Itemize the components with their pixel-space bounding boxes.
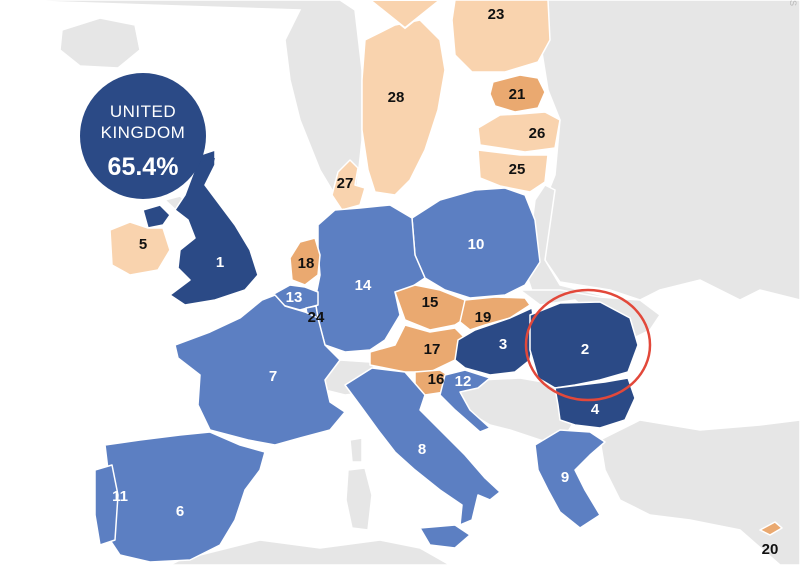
country-sweden[interactable] [361,19,446,196]
rank-label-romania: 2 [581,341,589,358]
country-portugal[interactable] [94,464,119,546]
country-sicily[interactable] [419,524,471,549]
rank-label-estonia: 21 [509,86,526,103]
country-hungary[interactable] [454,307,536,376]
rank-label-ireland: 5 [139,236,147,253]
rank-label-cyprus: 20 [762,541,779,558]
country-greece[interactable] [534,429,606,529]
rank-label-italy: 8 [418,441,426,458]
rank-label-germany: 14 [355,277,372,294]
country-uk[interactable] [169,149,259,306]
rank-label-belgium: 13 [286,289,303,306]
country-northern-ireland[interactable] [142,204,171,229]
rank-label-lithuania: 25 [509,161,526,178]
rank-label-czechia: 15 [422,294,439,311]
callout-title-line2: KINGDOM [101,123,186,142]
country-spain[interactable] [104,431,266,563]
rank-label-denmark: 27 [337,175,354,192]
rank-label-latvia: 26 [529,125,546,142]
land-iceland [59,17,141,69]
country-estonia[interactable] [489,74,546,113]
country-shapes [94,0,783,563]
rank-label-uk: 1 [216,254,224,271]
country-poland[interactable] [411,187,541,299]
rank-label-bulgaria: 4 [591,401,600,418]
country-latvia[interactable] [477,111,561,153]
country-cyprus[interactable] [759,521,783,536]
country-italy[interactable] [344,367,501,526]
country-lithuania[interactable] [477,149,549,193]
rank-label-greece: 9 [561,469,569,486]
rank-label-poland: 10 [468,236,485,253]
rank-label-france: 7 [269,368,277,385]
land-russia-north [539,0,800,301]
country-france[interactable] [174,294,346,446]
uk-callout: UNITED KINGDOM 65.4% [80,73,215,199]
rank-label-portugal: 11 [112,488,128,505]
rank-label-croatia: 12 [455,373,472,390]
callout-title-line1: UNITED [110,102,176,121]
rank-label-luxembourg: 24 [308,309,325,326]
callout-bubble [80,73,206,199]
country-ireland[interactable] [109,221,171,276]
highlight-circle [524,288,652,402]
rank-label-sweden: 28 [388,89,405,106]
country-finland[interactable] [451,0,551,73]
land-sardinia [345,467,373,531]
country-netherlands[interactable] [289,237,321,286]
country-bulgaria[interactable] [554,377,636,429]
land-turkey [599,419,800,565]
land-north-africa [169,539,452,565]
rank-label-hungary: 3 [499,336,507,353]
rank-label-slovenia: 16 [428,371,445,388]
country-romania[interactable] [529,301,639,389]
rank-label-slovakia: 19 [475,309,492,326]
country-croatia[interactable] [439,369,491,433]
rank-labels: 1523467891011121314151617181920212324252… [112,6,778,558]
callout-value: 65.4% [108,153,179,181]
chevron-marker [368,0,442,30]
corner-text: S [788,0,798,7]
land-corsica [349,437,363,463]
rank-label-netherlands: 18 [298,255,315,272]
rank-label-spain: 6 [176,503,184,520]
rank-label-austria: 17 [424,341,441,358]
rank-label-finland: 23 [488,6,505,23]
